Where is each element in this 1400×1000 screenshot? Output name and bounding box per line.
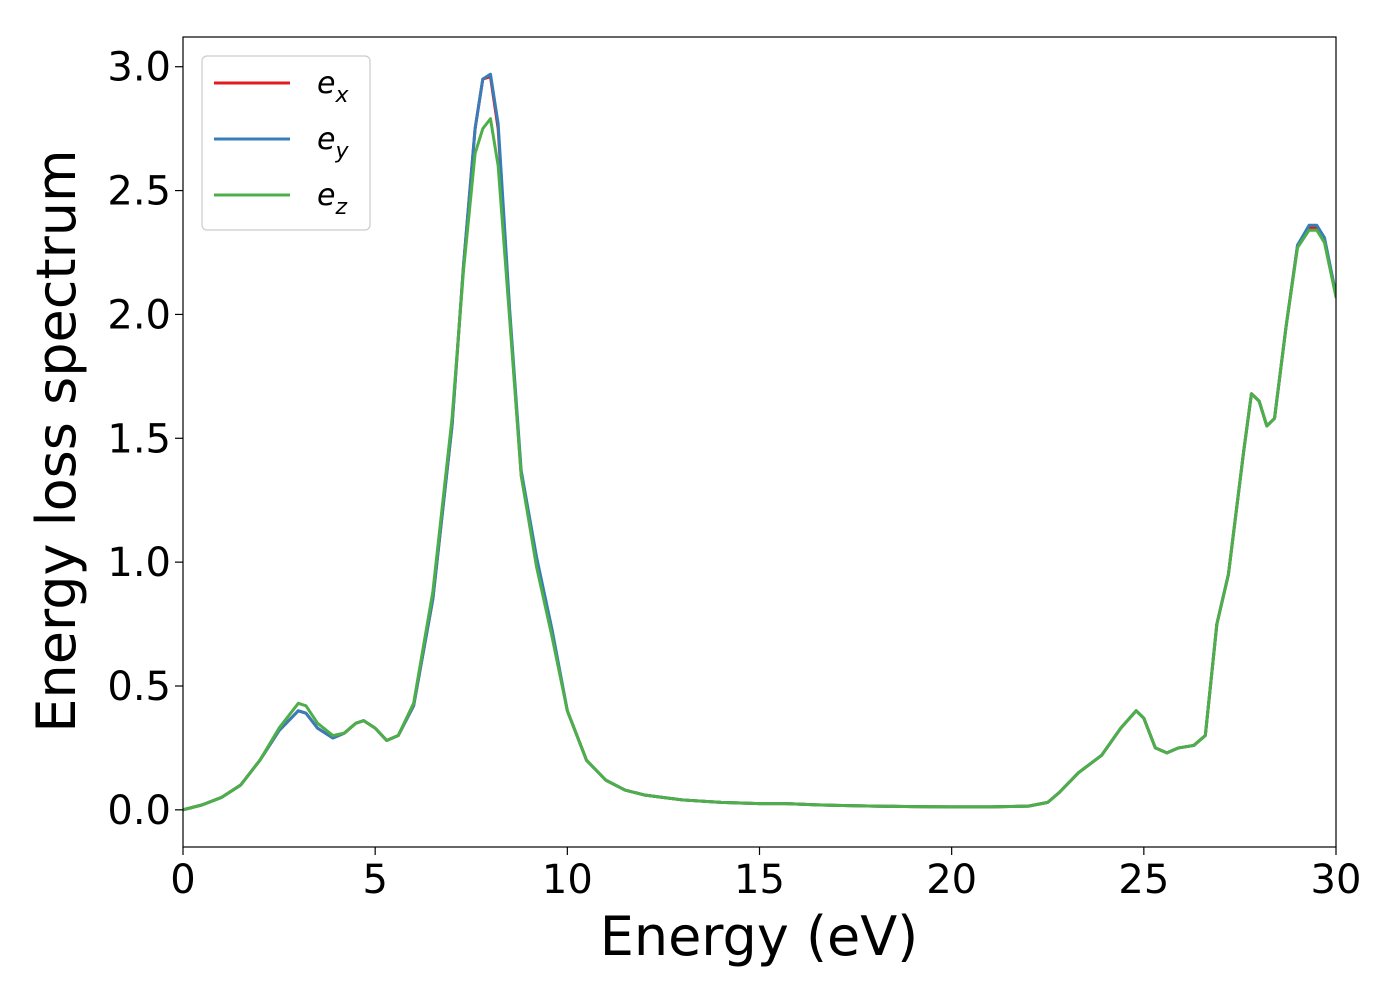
x-tick-label: 30 [1311,857,1362,903]
legend-box [201,55,371,231]
y-tick-label: 1.0 [107,540,171,586]
x-tick-label: 0 [170,857,195,903]
legend-label-z: ez [317,178,347,220]
legend: ex ey ez [201,55,371,231]
legend-label-y: ey [317,122,349,164]
x-tick-label: 10 [542,857,593,903]
y-tick-label: 0.0 [107,788,171,834]
y-tick-label: 1.5 [107,416,171,462]
y-axis-title: Energy loss spectrum [25,149,88,732]
legend-label-x: ex [317,66,349,108]
y-tick-label: 3.0 [107,45,171,91]
y-tick-label: 2.5 [107,169,171,215]
series-line-z [183,117,1336,812]
x-tick-label: 25 [1118,857,1169,903]
x-tick-label: 20 [926,857,977,903]
y-tick-label: 2.0 [107,292,171,338]
x-tick-label: 5 [362,857,387,903]
y-tick-label: 0.5 [107,664,171,710]
x-tick-label: 15 [734,857,785,903]
x-axis-title: Energy (eV) [600,905,919,968]
axes: 0 5 10 15 20 25 30 0.0 0.5 1.0 1.5 2.0 2.5 3.0 [107,36,1362,903]
plot-area [183,72,1336,812]
